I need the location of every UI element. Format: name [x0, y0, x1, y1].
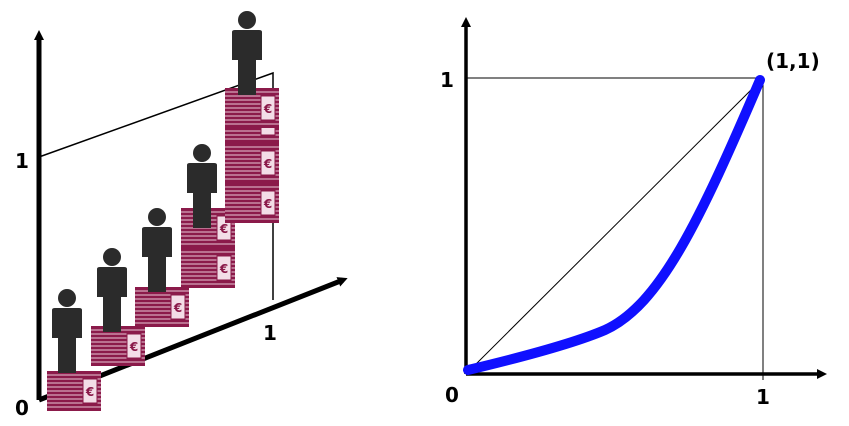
left-origin-label: 0: [15, 396, 29, 420]
left-panel: 0 1 1: [15, 11, 348, 420]
left-x-tick-label: 1: [263, 321, 277, 345]
person-icon: [232, 11, 262, 95]
unit-square-outline: [38, 71, 274, 300]
money-stack-icon: [224, 142, 280, 184]
money-stack-icon: [134, 286, 190, 328]
right-panel: 0 1 1 (1,1): [440, 17, 827, 409]
money-stack-icon: [224, 182, 280, 224]
person-icon: [142, 208, 172, 292]
right-y-tick-label: 1: [440, 68, 454, 92]
right-origin-label: 0: [445, 383, 459, 407]
equality-diagonal: [465, 77, 764, 375]
money-stack-icon: [180, 247, 236, 289]
person-icon: [52, 289, 82, 373]
right-x-tick-label: 1: [756, 385, 770, 409]
wealth-stack-3: [134, 208, 190, 328]
wealth-stack-5: [224, 11, 280, 224]
person-icon: [97, 248, 127, 332]
money-stack-icon: [46, 370, 102, 412]
left-y-tick-label: 1: [15, 149, 29, 173]
corner-point-label: (1,1): [766, 49, 820, 73]
lorenz-curve: [463, 75, 765, 375]
